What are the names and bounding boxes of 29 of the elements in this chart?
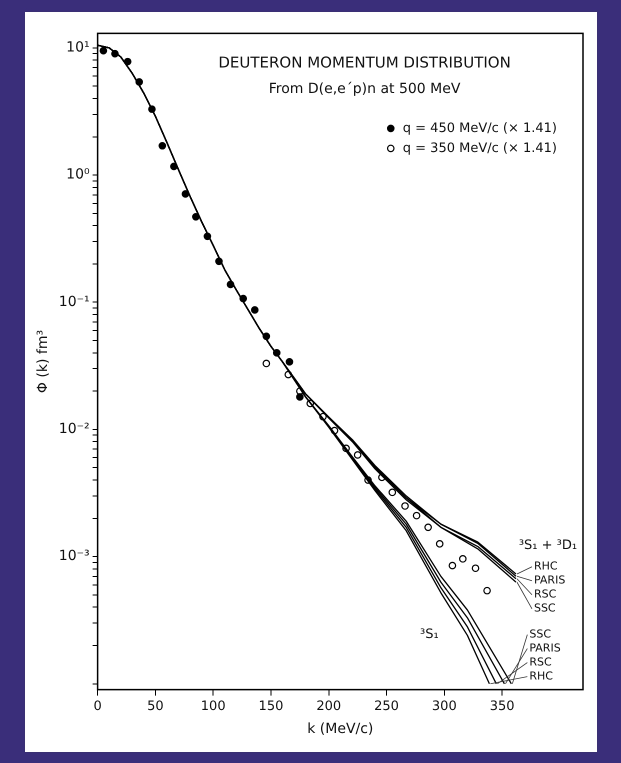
series-label: RHC: [533, 559, 558, 572]
annotation: ³S₁: [420, 626, 438, 642]
text: RSC: [528, 654, 552, 668]
x-tick-label: 150: [258, 698, 283, 714]
legend-label: q = 450 MeV/c (× 1.41): [402, 120, 557, 136]
text: DEUTERON MOMENTUM DISTRIBUTION: [218, 52, 510, 71]
legend-label: q = 350 MeV/c (× 1.41): [402, 140, 557, 156]
series-label: PARIS: [533, 573, 565, 586]
y-axis-title: Φ (k) fm³: [34, 329, 51, 393]
x-tick-label: 250: [374, 698, 398, 714]
x-tick-label: 200: [316, 698, 341, 714]
y-tick-label: 10⁻²: [58, 420, 90, 437]
annotation: ³S₁ + ³D₁: [518, 538, 577, 553]
x-axis-title: k (MeV/c): [306, 720, 373, 737]
x-tick-label: 350: [489, 698, 514, 714]
text: RHC: [528, 668, 553, 682]
text: PARIS: [528, 640, 560, 654]
x-tick-label: 0: [92, 698, 102, 714]
x-tick-label: 50: [146, 698, 164, 714]
y-tick-label: 10⁻¹: [58, 293, 90, 310]
x-tick-label: 300: [431, 698, 456, 714]
text: From D(e,e´p)n at 500 MeV: [268, 80, 460, 97]
y-tick-label: 10⁻³: [58, 548, 90, 564]
x-tick-label: 100: [200, 698, 226, 714]
y-tick-label: 10¹: [66, 39, 90, 56]
series-label: RSC: [533, 587, 556, 600]
text: SSC: [528, 626, 551, 640]
y-tick-label: 10⁰: [66, 166, 90, 182]
text: SSC: [533, 601, 556, 614]
